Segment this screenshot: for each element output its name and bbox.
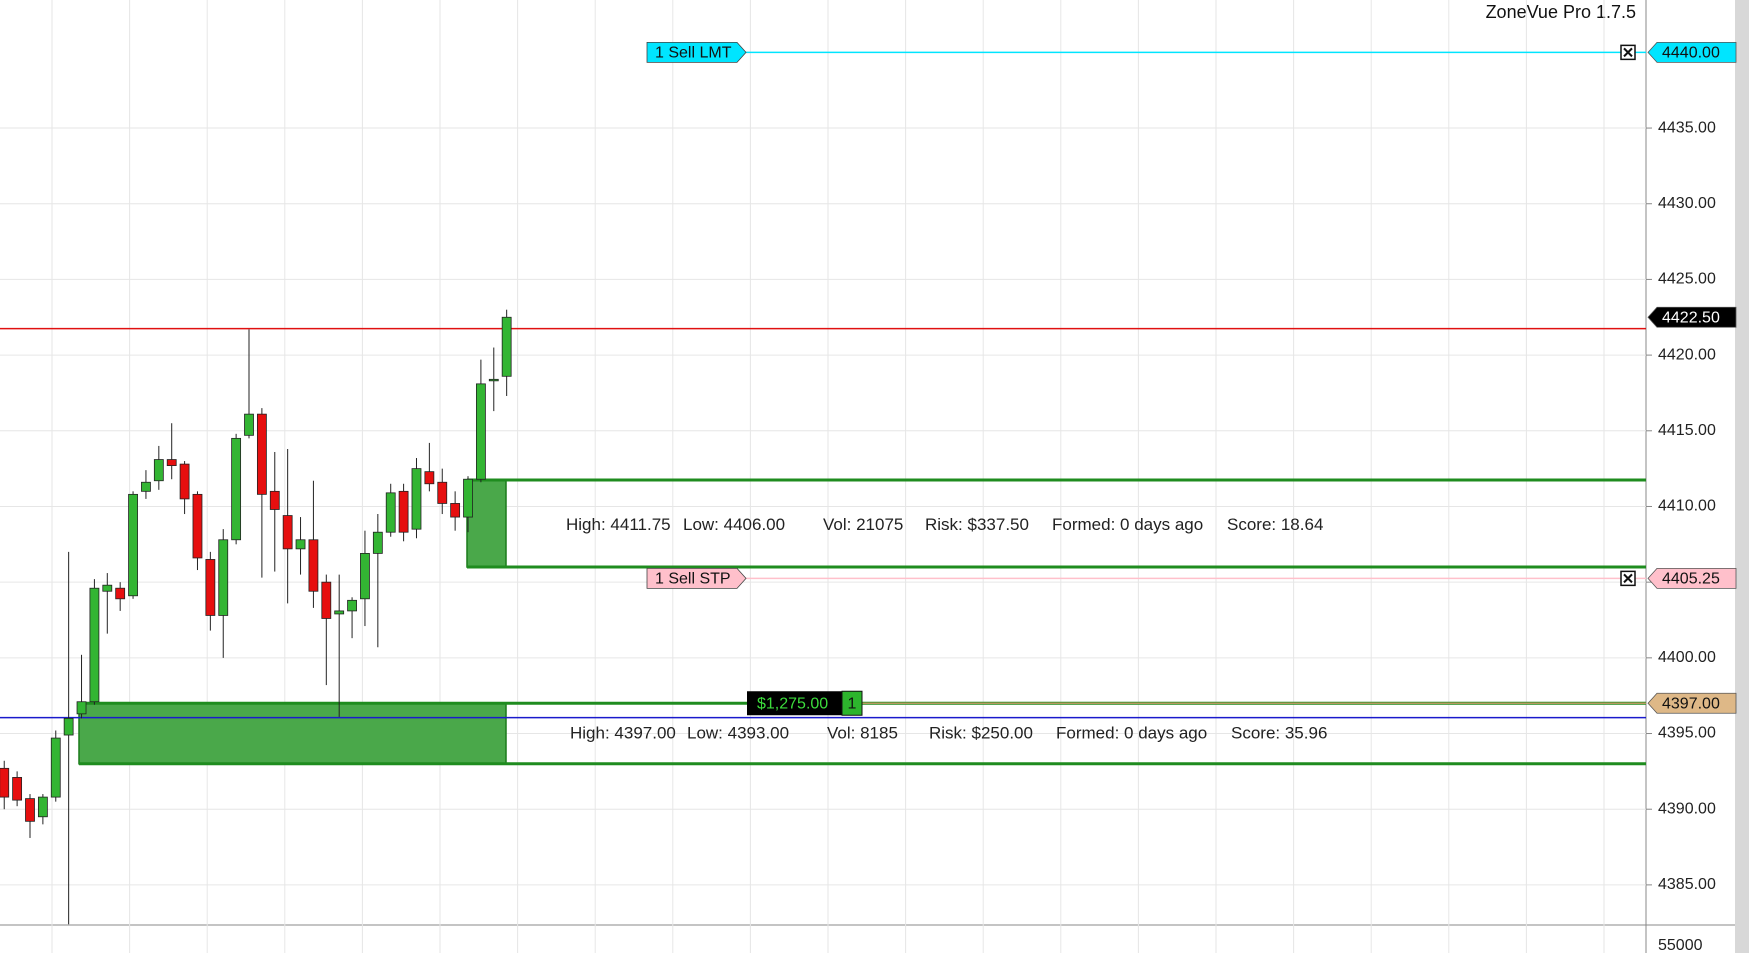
candle-body: [63, 717, 74, 736]
candle-body: [218, 539, 229, 616]
zone-detail: High: 4411.75: [566, 515, 671, 534]
candle-body: [347, 599, 357, 612]
order-tag: [646, 41, 747, 63]
candle-body: [308, 539, 319, 592]
candle-body: [450, 503, 461, 518]
candle-body: [411, 468, 422, 530]
order-price-label: 4405.25: [1662, 571, 1720, 588]
candle-body: [282, 515, 293, 550]
candle-body: [385, 492, 396, 533]
candle-body: [475, 383, 486, 480]
candle-body: [153, 459, 164, 482]
order-price-box: [1647, 567, 1737, 589]
candle-body: [334, 610, 345, 615]
zone-detail: Score: 35.96: [1231, 724, 1327, 743]
y-tick-label: 4430.00: [1658, 195, 1716, 212]
zone-detail: Vol: 21075: [823, 515, 903, 534]
candle-body: [501, 316, 512, 377]
order-cancel-x: [1623, 573, 1633, 584]
zone-detail: Risk: $250.00: [929, 724, 1033, 743]
zone-detail: Risk: $337.50: [925, 515, 1029, 534]
zone-detail: High: 4397.00: [570, 724, 676, 743]
candle-body: [50, 737, 61, 798]
candle-body: [89, 587, 100, 703]
candle-body: [115, 587, 126, 600]
zone-detail: Low: 4406.00: [683, 515, 785, 534]
indicator-title: ZoneVue Pro 1.7.5: [1486, 2, 1636, 22]
candle-body: [128, 493, 138, 597]
order-tag: [646, 567, 747, 589]
candle-body: [76, 701, 87, 715]
zone-detail: Vol: 8185: [827, 724, 898, 743]
candle-body: [437, 481, 448, 504]
position-price-label: 4397.00: [1662, 695, 1720, 712]
position-qty-box: [841, 690, 863, 716]
y-tick-label: 4385.00: [1658, 876, 1716, 893]
side-panel: [1735, 0, 1749, 953]
y-tick-label: 4415.00: [1658, 422, 1716, 439]
order-price-label: 4440.00: [1662, 45, 1720, 62]
position-qty: 1: [848, 695, 857, 712]
candle-body: [179, 463, 190, 500]
candle-body: [166, 459, 177, 467]
volume-axis-label: 55000: [1658, 937, 1703, 953]
candle-body: [205, 559, 216, 616]
last-price-label: 4422.50: [1662, 309, 1720, 326]
y-tick-label: 4410.00: [1658, 498, 1716, 515]
candle-body: [25, 798, 35, 822]
order-name: 1 Sell LMT: [655, 45, 732, 62]
candle-body: [488, 378, 499, 382]
last-price-box: [1647, 306, 1737, 328]
candle-body: [424, 471, 435, 485]
y-tick-label: 4390.00: [1658, 800, 1716, 817]
candle-body: [12, 777, 23, 801]
position-pnl: $1,275.00: [757, 695, 828, 712]
candle-body: [398, 490, 409, 533]
position-pnl-box: [747, 691, 842, 716]
zone-detail: Formed: 0 days ago: [1056, 724, 1207, 743]
candle-body: [295, 539, 306, 550]
zone-detail: Formed: 0 days ago: [1052, 515, 1203, 534]
order-cancel-x: [1623, 47, 1633, 58]
order-name: 1 Sell STP: [655, 571, 731, 588]
candle-body: [244, 413, 254, 436]
candle-body: [192, 493, 203, 559]
y-tick-label: 4435.00: [1658, 119, 1716, 136]
order-price-box: [1647, 41, 1737, 63]
candle-body: [37, 796, 48, 818]
position-price-box: [1647, 692, 1737, 714]
candle-body: [463, 478, 473, 518]
y-tick-label: 4425.00: [1658, 271, 1716, 288]
candle-body: [360, 552, 370, 600]
candle-body: [102, 584, 113, 592]
candle-body: [141, 481, 151, 492]
y-tick-label: 4400.00: [1658, 649, 1716, 666]
zone-box: [78, 702, 507, 765]
candle-body: [231, 437, 242, 541]
candle-body: [0, 767, 10, 798]
zone-detail: Low: 4393.00: [687, 724, 789, 743]
y-tick-label: 4420.00: [1658, 346, 1716, 363]
candle-body: [321, 581, 332, 619]
y-tick-label: 4395.00: [1658, 725, 1716, 742]
zone-detail: Score: 18.64: [1227, 515, 1323, 534]
candle-body: [372, 531, 383, 554]
candle-body: [256, 413, 267, 495]
candle-body: [269, 490, 280, 510]
